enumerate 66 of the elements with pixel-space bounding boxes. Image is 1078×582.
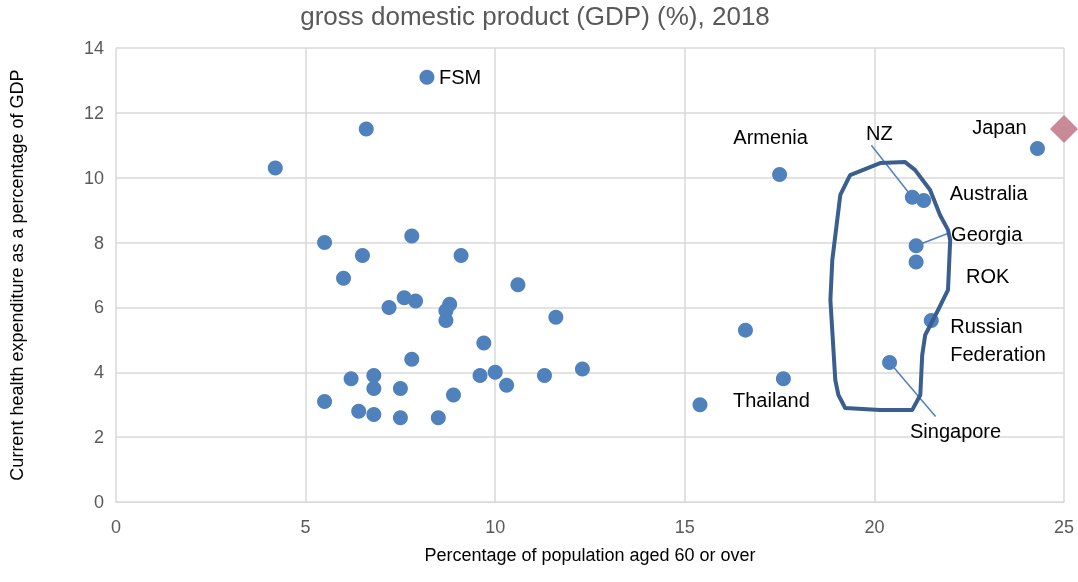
- point: [916, 192, 932, 208]
- point: [446, 387, 461, 403]
- x-tick-label: 5: [300, 517, 311, 537]
- x-tick-label: 0: [110, 517, 122, 537]
- point: [267, 160, 283, 176]
- annotation: Armenia: [733, 126, 809, 149]
- point: [510, 277, 526, 293]
- y-tick-label: 10: [83, 167, 104, 188]
- y-tick-label: 0: [93, 492, 104, 512]
- point: [366, 381, 382, 396]
- x-tick-label: 20: [864, 517, 885, 537]
- point: [381, 299, 397, 315]
- point: [366, 368, 382, 384]
- point: [419, 69, 435, 85]
- point: [408, 293, 424, 309]
- y-tick-label: 14: [83, 38, 104, 58]
- annotation: Japan: [972, 115, 1027, 138]
- y-tick-label: 8: [93, 232, 104, 253]
- x-tick-label: 25: [1053, 517, 1075, 537]
- point: [358, 121, 374, 137]
- point: [476, 335, 492, 351]
- annotation: FSM: [438, 66, 482, 89]
- point: [692, 397, 708, 413]
- point: [772, 166, 788, 182]
- point: [537, 368, 552, 384]
- point: [775, 371, 791, 387]
- point: [404, 228, 420, 244]
- point: [317, 393, 333, 409]
- x-tick-label: 15: [674, 517, 695, 537]
- point: [1029, 141, 1045, 157]
- y-tick-label: 12: [83, 102, 104, 123]
- annotation: ROK: [966, 265, 1011, 288]
- point: [404, 351, 420, 367]
- annotation: Russian Federation: [950, 315, 1046, 366]
- point: [366, 406, 382, 422]
- x-axis-title: Percentage of population aged 60 or over: [424, 545, 756, 565]
- point: [453, 248, 469, 264]
- point: [343, 371, 359, 387]
- point: [351, 403, 367, 419]
- x-tick-label: 10: [485, 517, 506, 537]
- point: [392, 410, 408, 426]
- point: [882, 355, 898, 371]
- point: [317, 235, 333, 251]
- point: [336, 270, 352, 286]
- point: [487, 364, 503, 380]
- annotation: Georgia: [951, 222, 1024, 245]
- y-tick-label: 4: [93, 362, 104, 383]
- y-tick-label: 6: [93, 297, 104, 318]
- point: [430, 410, 446, 426]
- y-tick-label: 2: [93, 427, 104, 448]
- annotation: NZ: [865, 122, 893, 145]
- point: [392, 381, 408, 396]
- annotation: Thailand: [733, 388, 810, 411]
- y-axis-title: Current health expenditure as a percentage of GDP: [7, 69, 27, 481]
- point: [737, 322, 753, 338]
- point: [472, 368, 488, 384]
- point: [548, 309, 564, 325]
- point: [908, 254, 924, 270]
- point: [499, 377, 515, 393]
- point: [1050, 115, 1078, 144]
- point: [574, 361, 590, 377]
- annotation: Singapore: [909, 419, 1002, 442]
- annotation: Australia: [949, 182, 1029, 205]
- point: [355, 248, 370, 264]
- point: [908, 238, 924, 254]
- chart-title: gross domestic product (GDP) (%), 2018: [300, 1, 770, 31]
